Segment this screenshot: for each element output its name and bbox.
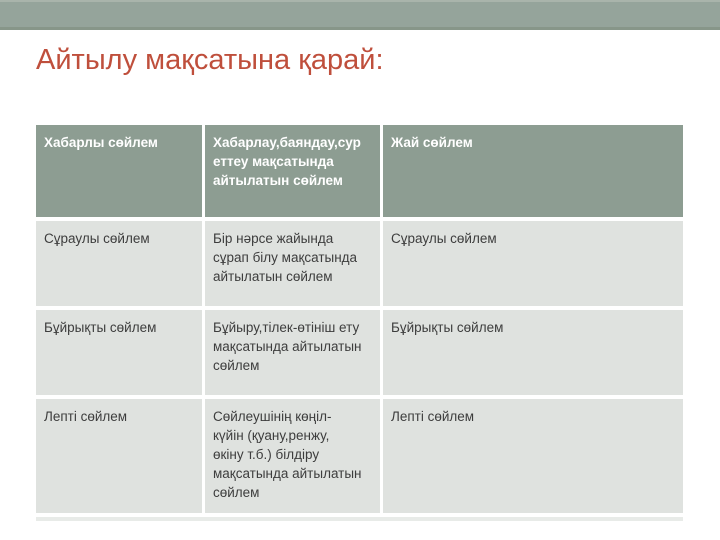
table-header-cell: Жай сөйлем bbox=[383, 125, 683, 217]
table-cell: Бір нәрсе жайында сұрап білу мақсатында … bbox=[205, 221, 380, 306]
table-header-cell: Хабарлы сөйлем bbox=[36, 125, 202, 217]
table-cell: Лепті сөйлем bbox=[36, 399, 202, 513]
content-table: Хабарлы сөйлем Хабарлау,баяндау,сур етте… bbox=[36, 125, 683, 513]
table-cell: Сөйлеушінің көңіл- күйін (қуану,ренжу, ө… bbox=[205, 399, 380, 513]
table-cell: Лепті сөйлем bbox=[383, 399, 683, 513]
table-bottom-border bbox=[36, 517, 683, 521]
slide-title: Айтылу мақсатына қарай: bbox=[36, 44, 384, 76]
top-accent-bar bbox=[0, 0, 720, 30]
table-cell: Сұраулы сөйлем bbox=[36, 221, 202, 306]
table-cell: Сұраулы сөйлем bbox=[383, 221, 683, 306]
table-header-cell: Хабарлау,баяндау,сур еттеу мақсатында ай… bbox=[205, 125, 380, 217]
table-cell: Бұйрықты сөйлем bbox=[383, 310, 683, 395]
table-cell: Бұйыру,тілек-өтініш ету мақсатында айтыл… bbox=[205, 310, 380, 395]
table-cell: Бұйрықты сөйлем bbox=[36, 310, 202, 395]
